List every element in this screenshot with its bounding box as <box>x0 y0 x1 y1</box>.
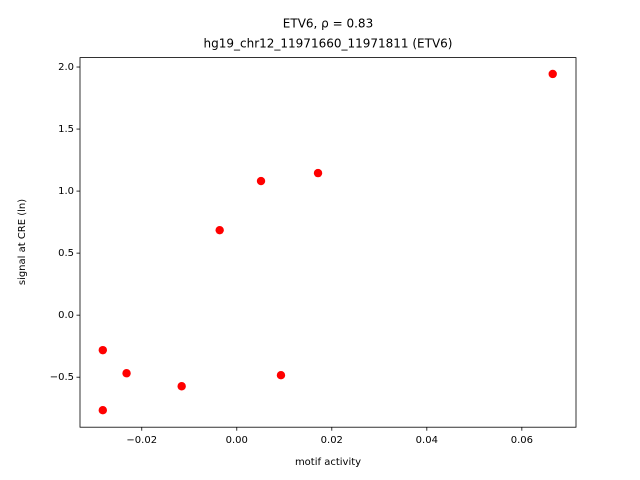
y-tick-label: 0.5 <box>58 248 74 259</box>
x-tick-label: 0.02 <box>321 435 343 446</box>
point <box>276 371 286 380</box>
x-axis-label: motif activity <box>295 457 361 468</box>
y-tick-label: −0.5 <box>50 372 74 383</box>
point <box>98 345 108 355</box>
point <box>548 69 557 79</box>
y-axis-label: signal at CRE (ln) <box>17 199 28 285</box>
chart-subtitle: hg19_chr12_11971660_11971811 (ETV6) <box>204 37 453 51</box>
chart-title: ETV6, ρ = 0.83 <box>283 17 373 31</box>
y-tick-label: 0.0 <box>58 310 74 321</box>
y-tick-label: 2.0 <box>58 62 74 73</box>
plot-frame <box>79 57 577 428</box>
point <box>98 406 108 415</box>
x-tick-label: −0.02 <box>126 435 157 446</box>
point <box>313 168 323 178</box>
point <box>177 382 186 391</box>
x-tick-label: 0.06 <box>511 435 533 446</box>
point <box>122 369 131 378</box>
y-tick-label: 1.5 <box>58 124 74 135</box>
point <box>215 225 224 235</box>
x-tick-label: 0.00 <box>226 435 248 446</box>
y-tick-label: 1.0 <box>58 186 74 197</box>
x-tick-label: 0.04 <box>416 435 438 446</box>
point <box>256 176 266 186</box>
